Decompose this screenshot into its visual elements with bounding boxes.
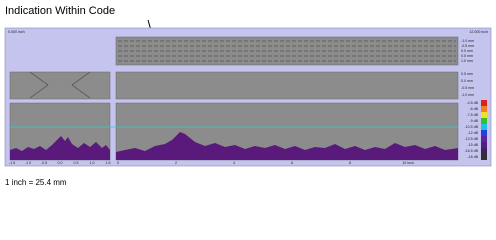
db-label: -10.5 dB — [464, 125, 478, 129]
x-label: -1.5 — [9, 161, 15, 165]
end-label: 12.000 inch — [469, 30, 488, 34]
depth-label: 0.5 mm — [461, 54, 473, 58]
depth-label: -1.0 mm — [461, 93, 474, 97]
x-label: 0.0 — [58, 161, 63, 165]
start-label: 0.000 inch — [8, 30, 25, 34]
db-label: -13.5 dB — [464, 137, 478, 141]
x-label: -1.0 — [25, 161, 31, 165]
footer-note: 1 inch = 25.4 mm — [5, 178, 67, 187]
x-label: 1.0 — [90, 161, 95, 165]
db-label: -18 dB — [467, 155, 478, 159]
depth-label: 0.0 mm — [461, 79, 473, 83]
x-label: 1.5 — [106, 161, 111, 165]
db-colorbar — [481, 100, 487, 160]
x-label: 8 — [349, 161, 351, 165]
depth-label: 1.0 mm — [461, 59, 473, 63]
db-label: -12 dB — [467, 131, 478, 135]
x-label: -0.5 — [41, 161, 47, 165]
db-label: -15 dB — [467, 143, 478, 147]
signal-left — [10, 136, 110, 160]
side-view — [9, 71, 111, 100]
db-label: -4.5 dB — [466, 101, 478, 105]
depth-label: 0.5 mm — [461, 72, 473, 76]
annotation: Indication Within Code — [5, 5, 115, 17]
x-label: 10 inch — [402, 161, 414, 165]
screenshot: Indication Within Code 0.000 inch 12.000… — [4, 5, 492, 187]
db-label: -16.5 dB — [464, 149, 478, 153]
depth-label: -1.0 mm — [461, 39, 474, 43]
x-label: 2 — [175, 161, 177, 165]
depth-label: 0.0 mm — [461, 49, 473, 53]
x-label: 4 — [233, 161, 235, 165]
db-label: -9 dB — [469, 119, 478, 123]
dashed-lines — [118, 40, 456, 62]
signal-right — [116, 132, 458, 160]
x-label: 0 — [117, 161, 119, 165]
depth-label: -0.5 mm — [461, 86, 474, 90]
side-view-lines — [29, 71, 91, 99]
x-label: 0.5 — [74, 161, 79, 165]
db-label: -6 dB — [469, 107, 478, 111]
x-label: 6 — [291, 161, 293, 165]
d-scan-view — [115, 71, 459, 100]
depth-label: -0.5 mm — [461, 44, 474, 48]
db-label: -7.5 dB — [466, 113, 478, 117]
